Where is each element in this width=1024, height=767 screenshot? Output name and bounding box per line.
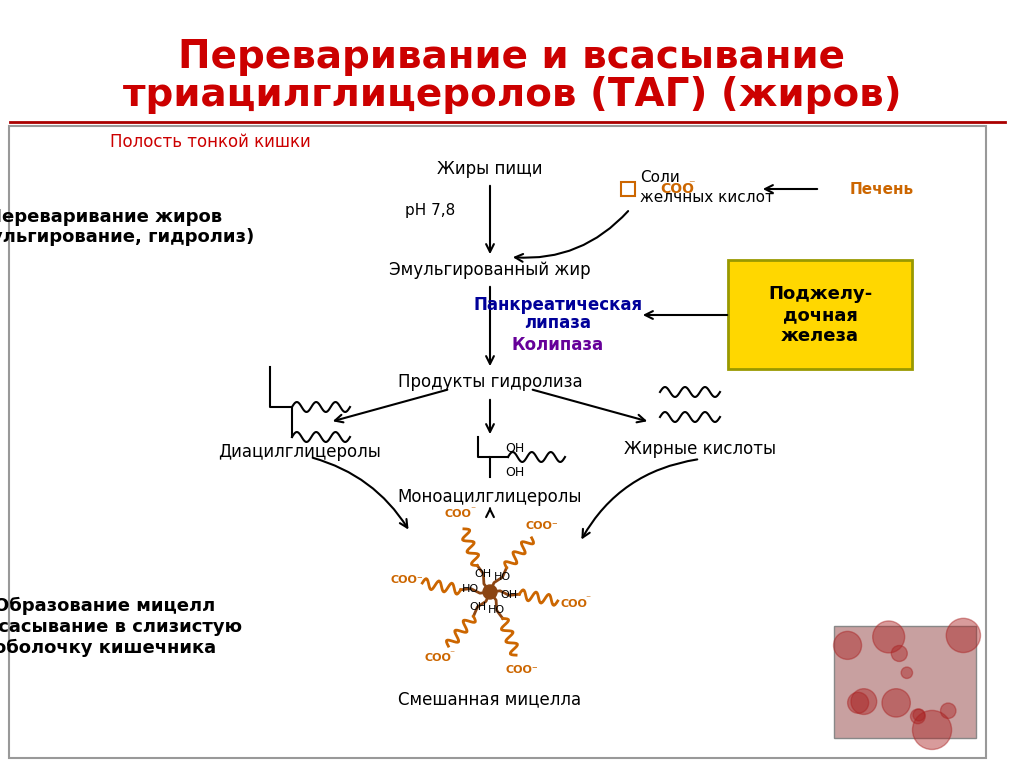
Circle shape — [910, 709, 925, 724]
Text: COO⁻: COO⁻ — [525, 521, 558, 531]
Circle shape — [901, 667, 912, 679]
FancyBboxPatch shape — [728, 260, 912, 369]
Text: COO⁻: COO⁻ — [505, 665, 538, 675]
Text: Колипаза: Колипаза — [512, 336, 604, 354]
Text: Смешанная мицелла: Смешанная мицелла — [398, 690, 582, 708]
Text: COO⁻: COO⁻ — [390, 575, 423, 585]
Text: Диацилглицеролы: Диацилглицеролы — [218, 443, 381, 461]
Text: Продукты гидролиза: Продукты гидролиза — [397, 373, 583, 391]
Circle shape — [913, 709, 925, 721]
Text: Панкреатическая: Панкреатическая — [473, 296, 643, 314]
Text: Моноацилглицеролы: Моноацилглицеролы — [397, 488, 583, 506]
Text: Печень: Печень — [850, 182, 914, 196]
Circle shape — [872, 621, 904, 653]
Text: pH 7,8: pH 7,8 — [404, 202, 455, 218]
FancyBboxPatch shape — [9, 126, 986, 758]
Text: Поджелу-
дочная
железа: Поджелу- дочная железа — [768, 285, 872, 345]
Text: COO: COO — [445, 509, 472, 518]
Circle shape — [834, 631, 861, 660]
Circle shape — [483, 585, 497, 599]
Text: OH: OH — [505, 443, 524, 456]
Text: Образование мицелл
и всасывание в слизистую
оболочку кишечника: Образование мицелл и всасывание в слизис… — [0, 597, 242, 657]
Text: HO: HO — [494, 572, 511, 582]
Text: Переваривание и всасывание: Переваривание и всасывание — [178, 38, 846, 76]
Circle shape — [891, 646, 907, 661]
Text: ⁻: ⁻ — [470, 505, 475, 515]
Text: COO: COO — [660, 182, 694, 196]
Text: COO: COO — [425, 653, 452, 663]
Text: Эмульгированный жир: Эмульгированный жир — [389, 261, 591, 279]
Circle shape — [946, 618, 981, 653]
Text: COO: COO — [560, 599, 587, 609]
Circle shape — [882, 689, 910, 717]
Text: HO: HO — [462, 584, 479, 594]
Circle shape — [940, 703, 956, 719]
Text: Полость тонкой кишки: Полость тонкой кишки — [110, 133, 310, 151]
Text: Жиры пищи: Жиры пищи — [437, 160, 543, 178]
Text: Переваривание жиров
(Эмульгирование, гидролиз): Переваривание жиров (Эмульгирование, гид… — [0, 208, 255, 246]
Text: OH: OH — [505, 466, 524, 479]
Circle shape — [848, 693, 868, 713]
FancyBboxPatch shape — [834, 626, 976, 738]
Text: OH: OH — [469, 602, 486, 612]
Text: HO: HO — [488, 605, 505, 615]
Circle shape — [912, 710, 951, 749]
Text: триацилглицеролов (ТАГ) (жиров): триацилглицеролов (ТАГ) (жиров) — [123, 76, 901, 114]
Text: ⁻: ⁻ — [688, 179, 694, 192]
Text: Жирные кислоты: Жирные кислоты — [624, 440, 776, 458]
Text: желчных кислот: желчных кислот — [640, 189, 774, 205]
Circle shape — [851, 689, 877, 714]
Text: OH: OH — [475, 568, 492, 578]
Text: ⁻: ⁻ — [450, 650, 455, 660]
Text: ⁻: ⁻ — [585, 594, 590, 604]
Text: липаза: липаза — [524, 314, 592, 332]
Text: OH: OH — [501, 591, 518, 601]
Text: Соли: Соли — [640, 170, 680, 185]
